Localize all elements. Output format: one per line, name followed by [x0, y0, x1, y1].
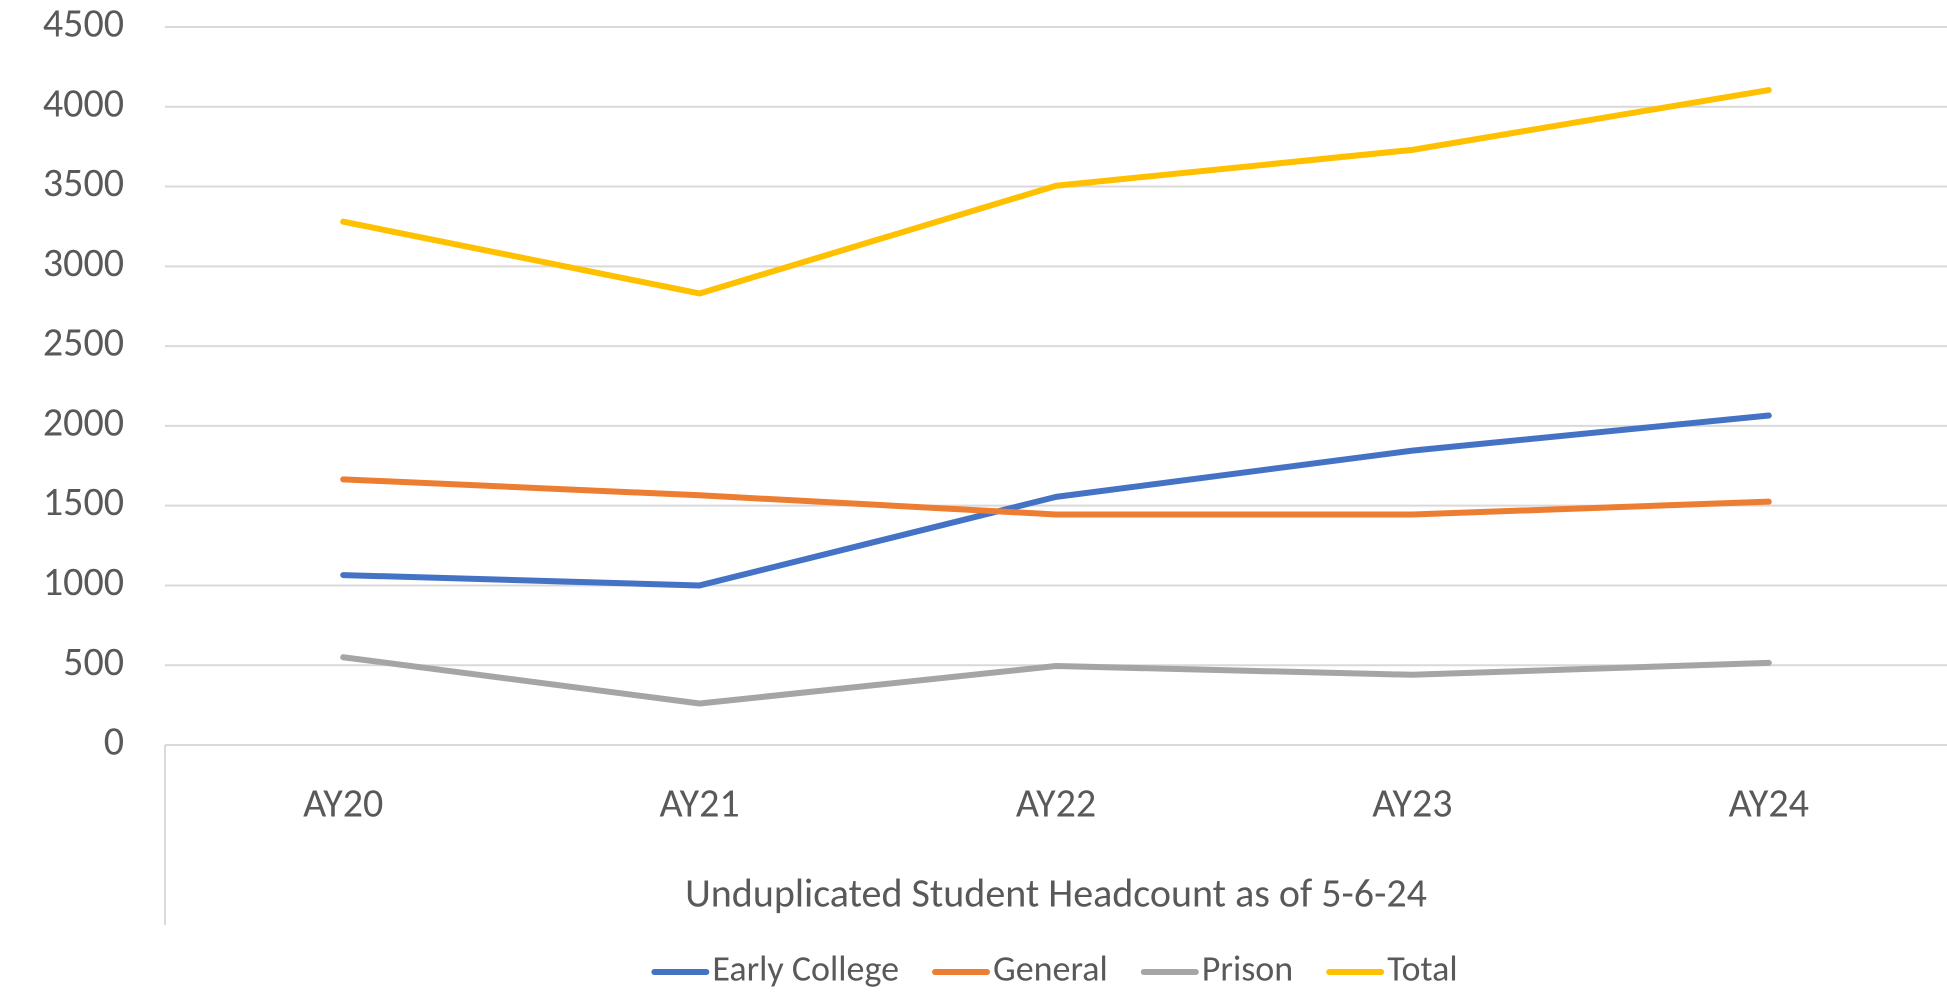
x-tick-label: AY21 [659, 779, 739, 828]
y-tick-label: 500 [63, 637, 124, 686]
series-line [340, 654, 1772, 707]
series-line [340, 87, 1772, 297]
legend-label: Prison [1202, 947, 1293, 991]
y-tick-label: 1500 [43, 477, 124, 526]
y-tick-label: 0 [104, 717, 124, 766]
x-tick-label: AY24 [1729, 779, 1809, 828]
x-tick-label: AY22 [1016, 779, 1096, 828]
series-line [340, 412, 1772, 589]
x-tick-label: AY23 [1372, 779, 1452, 828]
legend-label: Early College [712, 947, 899, 991]
x-axis-title: Unduplicated Student Headcount as of 5-6… [685, 869, 1427, 918]
series-line [340, 476, 1772, 518]
y-tick-label: 3000 [43, 238, 124, 287]
legend-label: Total [1387, 947, 1457, 991]
y-tick-label: 2500 [43, 318, 124, 367]
y-tick-label: 1000 [43, 557, 124, 606]
y-tick-label: 2000 [43, 397, 124, 446]
y-tick-label: 4000 [43, 78, 124, 127]
x-tick-label: AY20 [303, 779, 383, 828]
y-tick-label: 4500 [43, 0, 124, 48]
legend-label: General [993, 947, 1108, 991]
y-tick-label: 3500 [43, 158, 124, 207]
